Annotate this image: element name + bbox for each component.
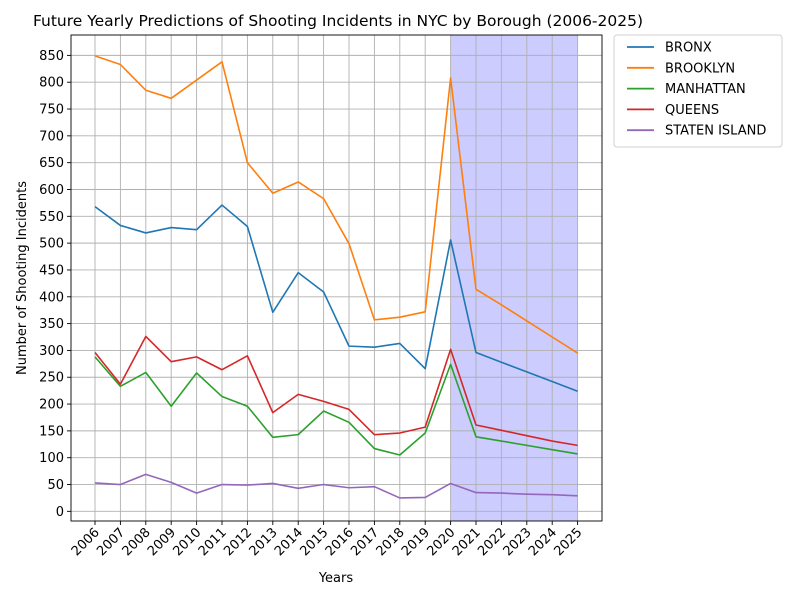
x-tick-label: 2023 [501,525,535,559]
y-tick-label: 750 [39,103,64,118]
series-line-queens [94,335,578,447]
y-tick-label: 250 [39,371,64,386]
x-tick-label: 2008 [120,525,154,559]
x-tick-label: 2010 [170,525,204,559]
y-tick-label: 150 [39,424,64,439]
x-axis-label: Years [318,571,354,586]
x-tick-label: 2018 [374,525,408,559]
y-tick-label: 200 [39,398,64,413]
chart-title: Future Yearly Predictions of Shooting In… [33,12,643,30]
series-line-manhattan [94,356,578,456]
x-tick-label: 2014 [272,525,306,559]
y-tick-label: 850 [39,49,64,64]
x-tick-label: 2012 [221,525,255,559]
legend-label: BROOKLYN [665,61,735,76]
legend-label: MANHATTAN [665,82,746,97]
y-tick-label: 300 [39,344,64,359]
x-tick-label: 2016 [323,525,357,559]
x-tick-label: 2017 [348,525,382,559]
x-tick-label: 2024 [526,525,560,559]
legend-label: BRONX [665,41,712,56]
y-tick-label: 100 [39,451,64,466]
x-tick-label: 2007 [94,525,128,559]
x-tick-label: 2009 [145,525,179,559]
y-tick-label: 700 [39,129,64,144]
x-tick-label: 2022 [475,525,509,559]
x-tick-label: 2013 [247,525,281,559]
y-tick-label: 350 [39,317,64,332]
series-line-staten-island [94,473,578,499]
x-tick-label: 2025 [551,525,585,559]
x-tick-label: 2021 [450,525,484,559]
y-tick-label: 800 [39,76,64,91]
prediction-region [450,35,578,521]
legend-label: STATEN ISLAND [665,124,766,139]
series-line-brooklyn [94,55,579,354]
y-tick-label: 50 [47,478,64,493]
y-tick-label: 650 [39,156,64,171]
y-tick-label: 500 [39,237,64,252]
x-tick-label: 2020 [424,525,458,559]
legend: BRONX BROOKLYN MANHATTAN QUEENS STATEN ISLAN… [613,34,783,148]
legend-label: QUEENS [665,103,719,118]
series-line-bronx [94,204,578,392]
x-tick-label: 2011 [196,525,230,559]
y-tick-label: 0 [56,505,64,520]
y-axis-label: Number of Shooting Incidents [15,181,30,375]
y-tick-label: 450 [39,263,64,278]
x-tick-label: 2006 [69,525,103,559]
y-tick-label: 400 [39,290,64,305]
legend-box [613,34,783,148]
y-tick-label: 600 [39,183,64,198]
plot-area: 0 50 100 150 200 250 300 350 400 450 500 550 600 650 7… [39,34,603,559]
x-tick-label: 2019 [399,525,433,559]
x-tick-label: 2015 [297,525,331,559]
axes-frame [70,34,603,522]
y-tick-label: 550 [39,210,64,225]
